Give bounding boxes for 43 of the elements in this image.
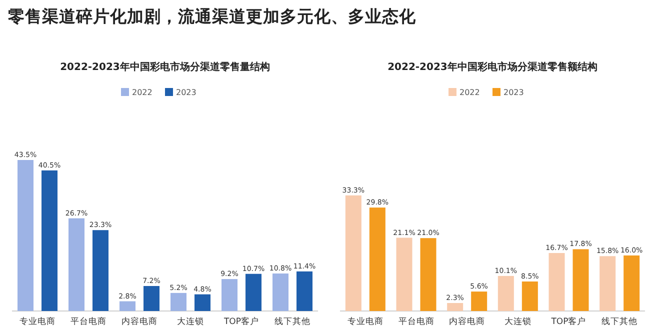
bar [272,274,288,311]
bar [447,303,464,311]
legend-label: 2023 [504,88,524,97]
chart-title: 2022-2023年中国彩电市场分渠道零售量结构 [60,61,270,73]
x-tick-label: 内容电商 [449,316,486,327]
bar [222,279,238,311]
x-tick-label: TOP客户 [222,316,260,327]
bar [369,208,386,311]
legend-label: 2022 [460,88,480,97]
bar [498,276,514,311]
chart-title: 2022-2023年中国彩电市场分渠道零售额结构 [388,61,598,73]
bar [42,170,58,311]
bar [624,255,640,311]
x-tick-label: 平台电商 [70,316,106,327]
x-tick-label: 内容电商 [122,316,158,327]
bar [144,286,160,311]
bar [600,256,616,311]
bar [68,218,84,311]
bar [296,271,312,311]
bar [396,238,412,311]
x-tick-label: 大连锁 [504,316,532,327]
bar [548,253,565,311]
bar [420,238,436,311]
x-tick-label: TOP客户 [550,316,586,327]
x-tick-label: 专业电商 [347,316,384,327]
x-tick-label: 线下其他 [602,316,638,327]
bar [522,281,538,311]
x-tick-label: 平台电商 [398,316,434,327]
x-tick-label: 线下其他 [274,316,310,327]
bar [471,292,488,311]
bar [194,294,210,311]
legend-label: 2022 [132,88,152,97]
x-tick-label: 专业电商 [20,316,56,327]
x-tick-label: 大连锁 [177,316,204,327]
bar [572,249,589,311]
bar [170,292,186,311]
bar [92,230,108,311]
bar [120,301,136,311]
legend-label: 2023 [176,88,196,97]
text: 零售渠道碎片化加剧，流通渠道更加多元化、多业态化 [8,7,417,26]
bar [345,195,362,311]
bar [18,160,34,311]
bar [246,274,262,311]
